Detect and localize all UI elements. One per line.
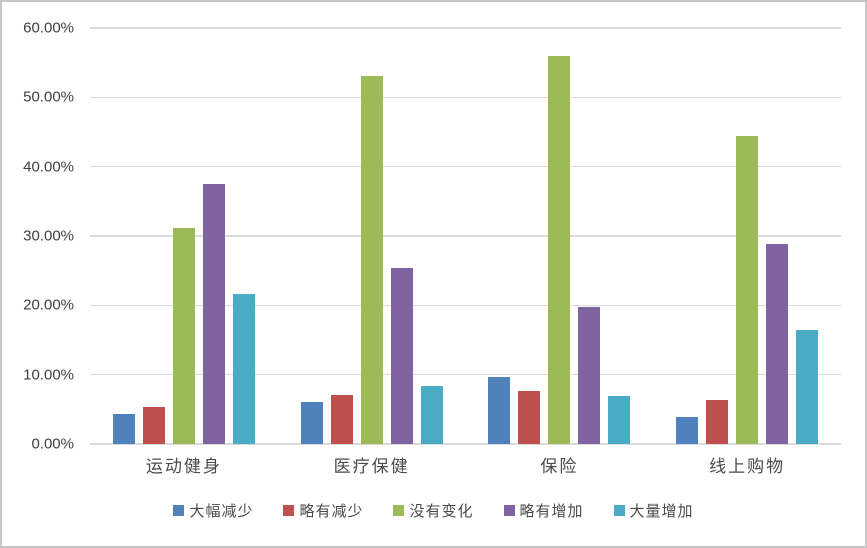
legend-label: 略有减少	[299, 503, 364, 520]
legend-item-increase-slight: 略有增加	[503, 500, 584, 521]
x-category-label: 医疗保健	[333, 457, 410, 476]
bar-decrease-large-0	[112, 413, 135, 444]
legend-label: 大幅减少	[189, 503, 254, 520]
bar-increase-slight-0	[202, 184, 225, 444]
bar-no-change-2	[548, 55, 571, 444]
plot-area	[90, 27, 841, 445]
legend-item-decrease-large: 大幅减少	[173, 500, 253, 521]
bar-increase-slight-2	[578, 306, 601, 444]
y-tick-label: 20.00%	[23, 296, 74, 314]
gridline-60	[90, 27, 841, 29]
bar-increase-large-1	[420, 385, 443, 444]
legend-item-increase-large: 大量增加	[613, 500, 694, 521]
bar-group-2	[466, 28, 654, 444]
legend-label: 没有变化	[409, 503, 474, 520]
y-tick-label: 0.00%	[31, 435, 74, 453]
bar-no-change-3	[736, 136, 759, 444]
legend-swatch-icon	[173, 505, 185, 516]
legend-swatch-icon	[283, 505, 295, 516]
bar-decrease-slight-3	[706, 399, 729, 444]
y-tick-label: 60.00%	[23, 19, 74, 37]
legend: 大幅减少 略有减少 没有变化 略有增加 大量增加	[2, 500, 865, 521]
x-category-label: 运动健身	[145, 457, 222, 476]
y-axis: 0.00% 10.00% 20.00% 30.00% 40.00% 50.00% 60.00…	[2, 20, 74, 453]
legend-swatch-icon	[613, 505, 625, 516]
y-tick-label: 10.00%	[23, 366, 74, 384]
y-tick-label: 50.00%	[23, 88, 74, 106]
bar-increase-slight-1	[390, 267, 413, 444]
y-tick-label: 40.00%	[23, 158, 74, 176]
bar-decrease-slight-2	[518, 390, 541, 444]
bar-decrease-large-2	[488, 376, 511, 444]
bar-no-change-1	[360, 75, 383, 444]
bar-decrease-slight-1	[330, 394, 353, 444]
gridline-30	[90, 235, 841, 237]
gridline-0	[90, 443, 841, 445]
gridline-40	[90, 165, 841, 168]
bar-decrease-large-1	[300, 402, 323, 444]
bar-increase-large-2	[608, 396, 631, 444]
legend-item-decrease-slight: 略有减少	[283, 500, 363, 521]
gridline-20	[90, 304, 841, 307]
bar-groups	[90, 28, 841, 444]
bar-group-3	[653, 28, 841, 444]
x-category-label: 保险	[540, 457, 579, 476]
bar-decrease-large-3	[676, 416, 699, 444]
bar-increase-slight-3	[766, 243, 789, 444]
bar-decrease-slight-0	[142, 407, 165, 444]
legend-swatch-icon	[503, 505, 515, 516]
y-tick-label: 30.00%	[23, 227, 74, 245]
legend-swatch-icon	[393, 505, 405, 516]
x-category-label: 线上购物	[709, 457, 786, 476]
x-axis: 运动健身 医疗保健 保险 线上购物	[90, 452, 841, 477]
bar-group-1	[278, 28, 466, 444]
bar-no-change-0	[172, 228, 195, 444]
bar-increase-large-3	[796, 329, 819, 444]
legend-item-no-change: 没有变化	[393, 500, 473, 521]
bar-increase-large-0	[232, 293, 255, 444]
legend-label: 大量增加	[629, 503, 694, 520]
bar-group-0	[90, 28, 278, 444]
legend-label: 略有增加	[519, 503, 584, 520]
gridline-50	[90, 96, 841, 99]
gridline-10	[90, 373, 841, 376]
